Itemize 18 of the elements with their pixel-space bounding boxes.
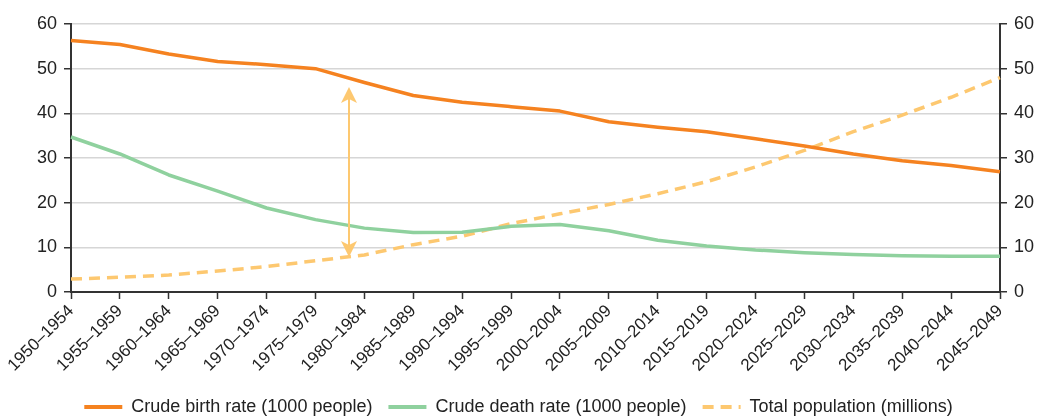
- y2-tick-label: 60: [1014, 12, 1035, 33]
- legend-label: Crude death rate (1000 people): [435, 395, 687, 416]
- y-tick-label: 50: [36, 57, 57, 78]
- y-tick-label: 60: [36, 12, 57, 33]
- y-tick-label: 10: [36, 236, 57, 257]
- y2-tick-label: 40: [1014, 102, 1035, 123]
- y2-tick-label: 10: [1014, 236, 1035, 257]
- y-tick-label: 40: [36, 102, 57, 123]
- y-tick-label: 30: [36, 146, 57, 167]
- y2-tick-label: 0: [1014, 280, 1025, 301]
- y2-tick-label: 30: [1014, 146, 1035, 167]
- legend-label: Crude birth rate (1000 people): [131, 395, 373, 416]
- y2-tick-label: 20: [1014, 191, 1035, 212]
- legend-label: Total population (millions): [749, 395, 953, 416]
- y-tick-label: 0: [46, 280, 57, 301]
- line-series: [69, 75, 1002, 281]
- y-tick-label: 20: [36, 191, 57, 212]
- y2-tick-label: 50: [1014, 57, 1035, 78]
